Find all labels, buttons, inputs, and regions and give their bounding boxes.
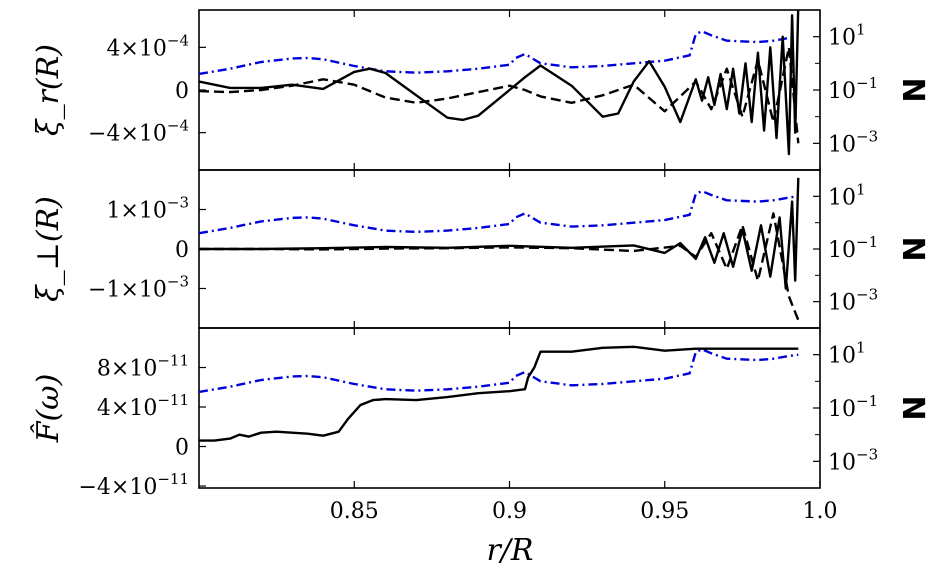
right-tick-label: 101 — [828, 339, 866, 369]
right-tick-label: 101 — [828, 21, 866, 51]
y-tick-label: 0 — [175, 79, 189, 104]
y-tick-label: 1×10−3 — [106, 194, 189, 224]
right-axis-label: N — [895, 77, 927, 102]
panels-layer: 4×10−4 0 −4×10−4 101 10−1 10−3 ξ_r(R) N 1×10−3 0 −… — [31, 9, 927, 524]
x-tick-label: 0.9 — [492, 499, 527, 524]
series-solid — [199, 10, 800, 156]
series-solid — [199, 345, 799, 442]
right-tick-label: 10−1 — [828, 74, 878, 104]
y-tick-label: −4×10−11 — [78, 470, 189, 500]
x-tick-label: 1.0 — [803, 499, 838, 524]
right-tick-label: 10−1 — [828, 233, 878, 263]
x-axis-label: r/R — [486, 533, 533, 568]
panel-2: 1×10−3 0 −1×10−3 101 10−1 10−3 ξ_⊥(R) N — [31, 169, 927, 329]
series-dashed — [199, 212, 800, 321]
y-tick-label: 0 — [175, 238, 189, 263]
right-tick-label: 10−3 — [828, 127, 878, 157]
brunt-vaisala-curve — [199, 347, 799, 394]
series-dashed — [199, 46, 800, 144]
panel-1: 4×10−4 0 −4×10−4 101 10−1 10−3 ξ_r(R) N — [31, 9, 927, 171]
y-tick-label: 0 — [175, 436, 189, 461]
y-tick-label: −1×10−3 — [88, 273, 189, 303]
x-tick-label: 0.85 — [330, 499, 379, 524]
y-axis-label: F̂(ω) — [31, 374, 66, 444]
x-tick-label: 0.95 — [640, 499, 689, 524]
y-axis-label: ξ_⊥(R) — [31, 196, 66, 302]
right-tick-label: 10−1 — [828, 392, 878, 422]
brunt-vaisala-curve — [199, 189, 799, 235]
series-solid — [199, 177, 800, 290]
right-tick-label: 10−3 — [828, 445, 878, 475]
right-axis-label: N — [895, 395, 927, 420]
y-axis-label: ξ_r(R) — [31, 44, 66, 136]
panel-3: 8×10−11 4×10−11 0 −4×10−11 101 10−1 10−3 F̂(ω) N — [31, 327, 927, 500]
right-axis-label: N — [895, 236, 927, 261]
right-tick-label: 10−3 — [828, 286, 878, 316]
panel-frame — [198, 327, 821, 489]
y-tick-label: −4×10−4 — [88, 117, 189, 147]
y-tick-label: 4×10−11 — [97, 391, 189, 421]
brunt-vaisala-curve — [199, 29, 799, 76]
right-tick-label: 101 — [828, 180, 866, 210]
y-tick-label: 4×10−4 — [106, 31, 189, 61]
y-tick-label: 8×10−11 — [97, 352, 189, 382]
